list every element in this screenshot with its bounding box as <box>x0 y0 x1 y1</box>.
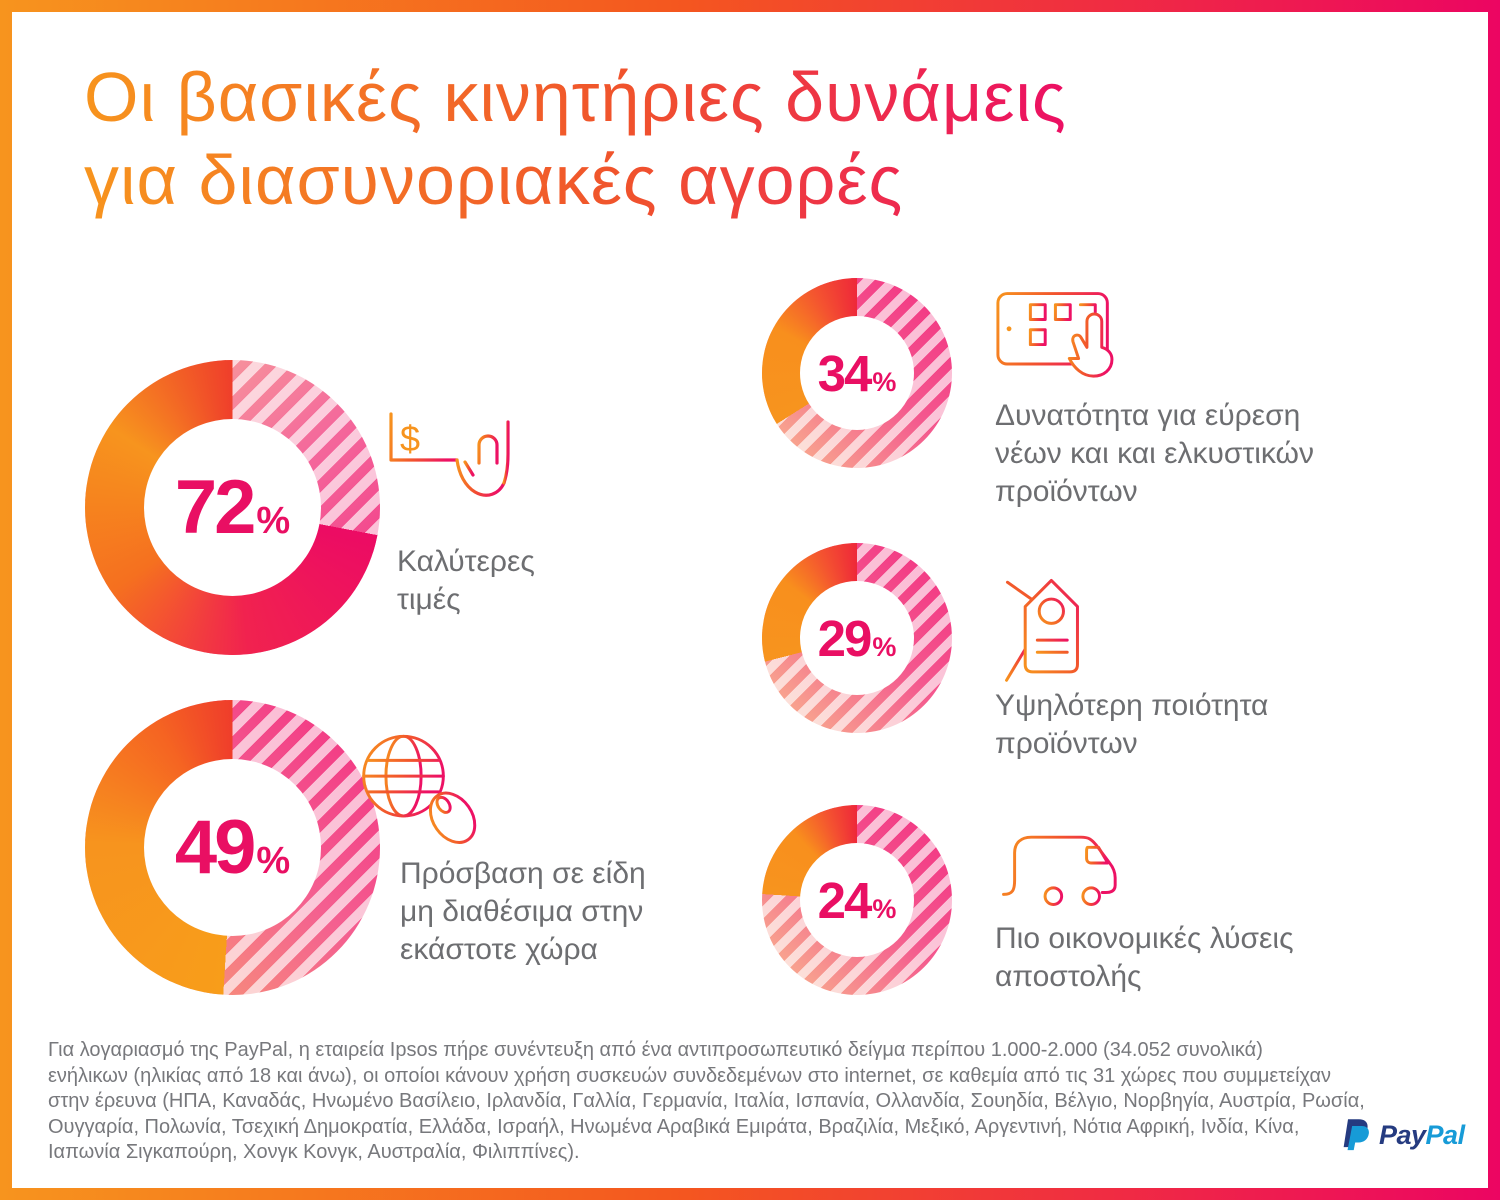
percent-sign: % <box>256 500 291 542</box>
donut-value: 34 <box>817 344 873 402</box>
content-area: Οι βασικές κινητήριες δυνάμεις για διασυν… <box>12 12 1488 1188</box>
percent-sign: % <box>256 840 291 882</box>
donut-value: 72 <box>174 465 257 550</box>
footnote-line: στην έρευνα (ΗΠΑ, Καναδάς, Ηνωμένο Βασίλ… <box>48 1090 1365 1112</box>
paypal-wordmark: PayPal <box>1379 1119 1465 1150</box>
donut-center: 72% <box>144 419 321 596</box>
donut-chart-better-prices: 72% <box>85 360 380 655</box>
donut-chart-access-goods: 49% <box>85 700 380 995</box>
title-line-2: για διασυνοριακές αγορές <box>84 141 904 220</box>
donut-center: 29% <box>800 581 914 695</box>
price-tag-icon <box>1005 578 1079 682</box>
percent-sign: % <box>872 893 897 924</box>
stat-label-access-goods: Πρόσβαση σε είδη μη διαθέσιμα στην εκάστ… <box>400 857 646 967</box>
globe-mouse-icon <box>362 734 477 844</box>
page-title: Οι βασικές κινητήριες δυνάμεις για διασυν… <box>84 56 1067 223</box>
donut-chart-higher-quality: 29% <box>762 543 952 733</box>
footnote-line: Για λογαριασμό της PayPal, η εταιρεία Ip… <box>48 1039 1263 1061</box>
donut-chart-cheaper-shipping: 24% <box>762 805 952 995</box>
donut-value: 24 <box>817 871 873 929</box>
donut-chart-find-products: 34% <box>762 278 952 468</box>
delivery-truck-icon <box>1002 835 1138 906</box>
paypal-monogram-icon <box>1343 1119 1369 1151</box>
title-line-1: Οι βασικές κινητήριες δυνάμεις <box>84 58 1067 136</box>
footnote-line: ενήλικων (ηλικίας από 18 και άνω), οι οπ… <box>48 1064 1332 1087</box>
tablet-touch-icon <box>996 292 1114 378</box>
percent-sign: % <box>872 631 897 662</box>
paypal-logo: PayPal <box>1342 1118 1465 1152</box>
footnote-line: Ουγγαρία, Πολωνία, Τσεχική Δημοκρατία, Ε… <box>48 1115 1300 1138</box>
donut-center: 49% <box>144 759 321 936</box>
methodology-footnote: Για λογαριασμό της PayPal, η εταιρεία Ip… <box>48 1038 1365 1166</box>
stat-label-cheaper-shipping: Πιο οικονομικές λύσεις αποστολής <box>995 922 1294 994</box>
stat-label-find-products: Δυνατότητα για εύρεση νέων και και ελκυσ… <box>995 399 1314 509</box>
percent-sign: % <box>872 366 897 397</box>
banknote-hand-icon: $ <box>389 412 511 497</box>
donut-value: 29 <box>817 609 873 667</box>
donut-value: 49 <box>174 805 257 890</box>
footnote-line: Ιαπωνία Σιγκαπούρη, Χονγκ Κονγκ, Αυστραλ… <box>48 1141 580 1163</box>
svg-text:$: $ <box>400 418 420 459</box>
stat-label-better-prices: Καλύτερες τιμές <box>397 545 535 617</box>
donut-center: 24% <box>800 843 914 957</box>
donut-center: 34% <box>800 316 914 430</box>
stat-label-higher-quality: Υψηλότερη ποιότητα προϊόντων <box>995 689 1269 761</box>
